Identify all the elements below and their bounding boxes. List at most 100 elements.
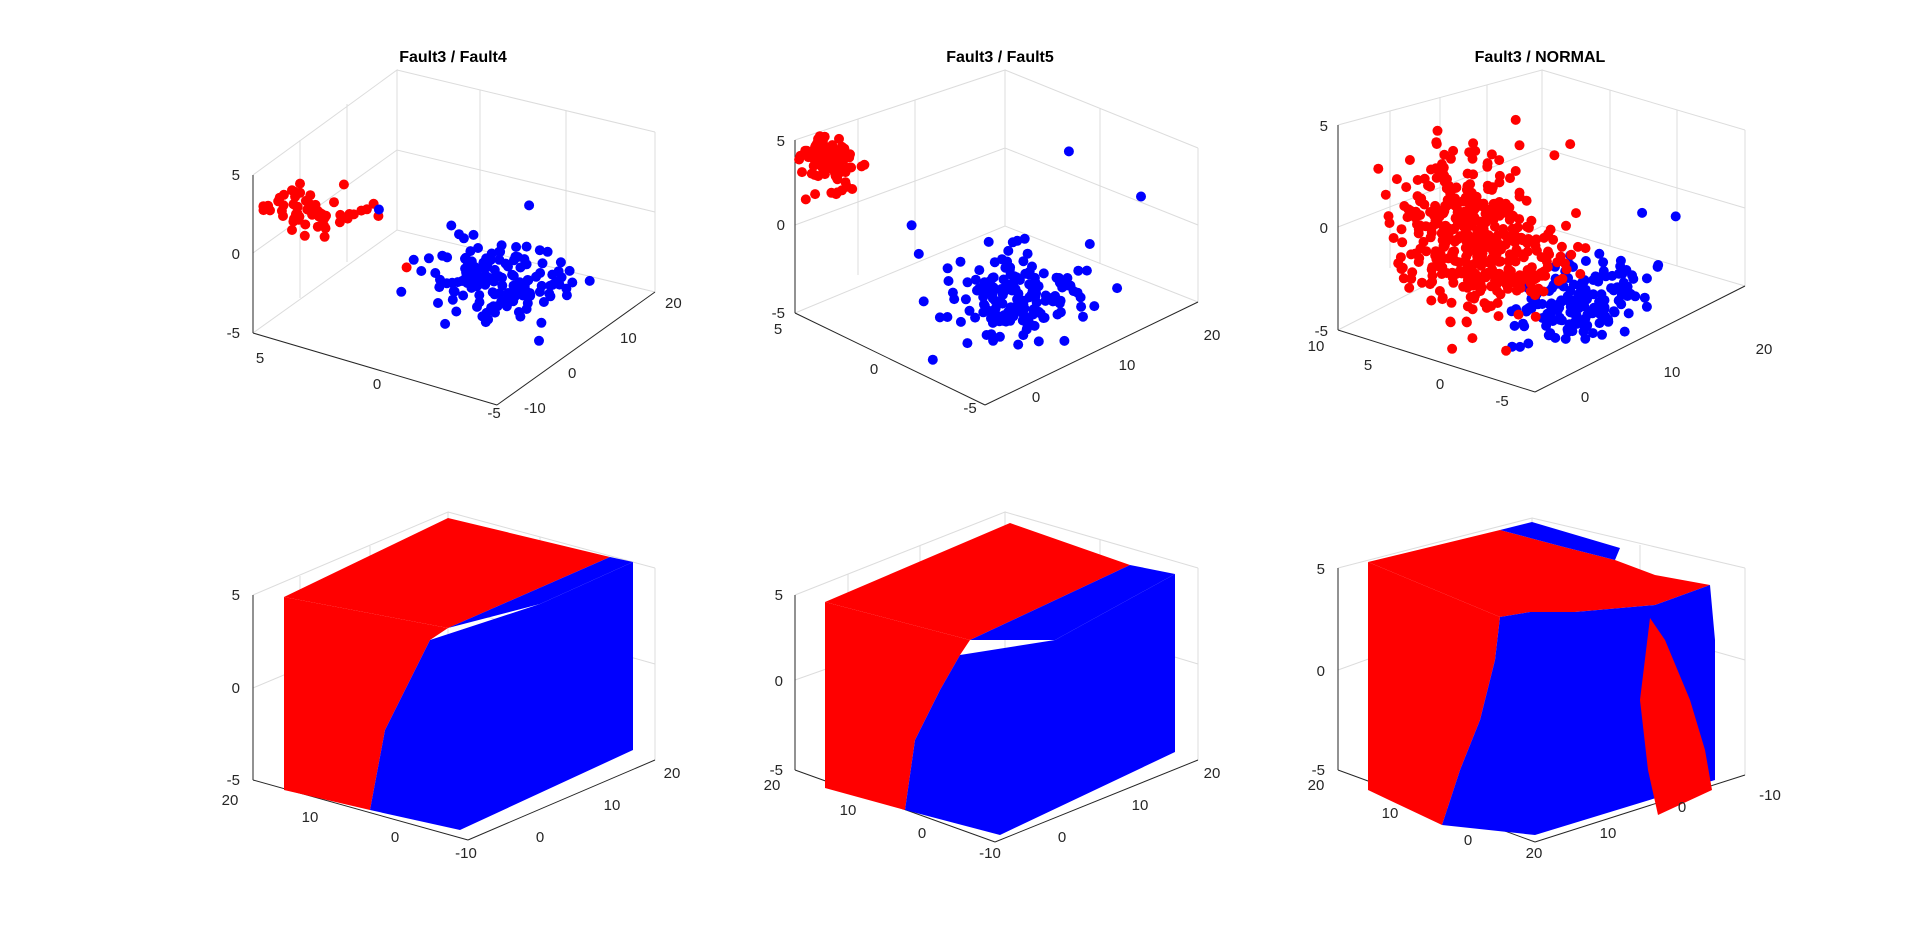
- red-data-point: [1462, 282, 1473, 293]
- blue-data-point: [955, 256, 966, 267]
- region-blue-top: [448, 557, 633, 628]
- blue-data-point: [1009, 284, 1020, 295]
- blue-data-point: [1078, 311, 1088, 322]
- red-data-point: [1530, 290, 1540, 301]
- blue-data-point: [472, 301, 482, 312]
- blue-data-point: [1052, 309, 1063, 320]
- red-data-point: [1530, 270, 1540, 281]
- blue-data-point: [457, 276, 468, 286]
- red-data-point: [1513, 309, 1524, 320]
- blue-data-point: [955, 316, 966, 327]
- red-data-point: [1445, 153, 1456, 164]
- region-red-front-right: [1640, 618, 1712, 815]
- blue-data-point: [1603, 314, 1614, 325]
- red-data-point: [1452, 199, 1462, 210]
- red-data-point: [319, 231, 330, 242]
- blue-data-point: [1051, 272, 1062, 283]
- red-data-point: [1373, 163, 1384, 174]
- blue-data-point: [993, 297, 1004, 308]
- blue-data-point: [1571, 318, 1582, 329]
- blue-data-point: [979, 299, 989, 310]
- red-data-point: [1514, 140, 1525, 151]
- red-data-point: [319, 213, 330, 224]
- x-tick-label: 20: [1204, 765, 1221, 782]
- y-tick-label: 5: [774, 321, 782, 338]
- red-data-point: [1460, 225, 1471, 236]
- blue-data-point: [927, 354, 938, 365]
- blue-data-point: [440, 318, 451, 329]
- red-data-point: [1575, 269, 1586, 279]
- blue-data-point: [497, 280, 508, 291]
- red-data-point: [809, 148, 820, 159]
- blue-data-point: [1089, 301, 1100, 312]
- blue-data-point: [433, 298, 443, 308]
- region-blue-top: [970, 565, 1175, 640]
- red-data-point: [1426, 164, 1436, 175]
- red-data-point: [1447, 343, 1458, 354]
- blue-data-point: [934, 312, 945, 323]
- blue-data-point: [435, 274, 445, 285]
- blue-data-point: [474, 290, 485, 301]
- blue-data-point: [555, 257, 566, 268]
- blue-data-point: [960, 294, 971, 305]
- red-data-point: [1462, 181, 1473, 192]
- red-data-point: [1486, 281, 1497, 292]
- blue-data-point: [1580, 256, 1591, 266]
- red-data-point: [1426, 264, 1437, 275]
- blue-data-point: [1597, 329, 1607, 340]
- blue-data-point: [466, 280, 477, 290]
- blue-data-point: [553, 266, 564, 277]
- z-tick-label: 5: [775, 587, 783, 604]
- axes-lines: [252, 175, 656, 406]
- blue-data-point: [550, 276, 561, 287]
- subplot-title: Fault3 / NORMAL: [1475, 49, 1606, 66]
- blue-data-point: [1589, 302, 1599, 313]
- blue-data-point: [1018, 256, 1029, 267]
- blue-data-point: [484, 255, 495, 266]
- red-data-point: [1501, 345, 1512, 356]
- red-data-point: [845, 149, 855, 160]
- red-data-point: [401, 262, 412, 273]
- blue-data-point: [1027, 309, 1038, 320]
- blue-data-point: [1136, 191, 1146, 202]
- red-data-point: [1486, 149, 1497, 160]
- blue-data-point: [521, 241, 532, 252]
- red-data-point: [1427, 276, 1438, 287]
- red-data-point: [1397, 237, 1408, 248]
- red-data-point: [305, 190, 316, 201]
- x-tick-label: -10: [1759, 787, 1781, 804]
- y-tick-label: 0: [373, 376, 381, 393]
- x-tick-label: 20: [1204, 327, 1221, 344]
- blue-data-point: [511, 242, 522, 252]
- y-tick-label: -5: [487, 405, 500, 422]
- blue-data-point: [446, 220, 457, 231]
- red-data-point: [800, 194, 811, 205]
- x-tick-label: 20: [1756, 341, 1773, 358]
- x-tick-label: 10: [1600, 825, 1617, 842]
- red-data-point: [811, 140, 821, 151]
- z-tick-label: -5: [1315, 323, 1328, 340]
- red-data-point: [1495, 289, 1506, 300]
- blue-data-point: [1059, 335, 1070, 346]
- red-data-point: [1509, 229, 1520, 240]
- blue-data-point: [373, 204, 384, 215]
- blue-data-point: [1038, 313, 1049, 323]
- red-data-point: [1549, 150, 1560, 161]
- blue-data-point: [447, 294, 458, 305]
- red-data-point: [1388, 233, 1399, 243]
- z-tick-label: -5: [770, 762, 783, 779]
- blue-data-point: [989, 257, 1000, 268]
- red-data-point: [1514, 270, 1525, 281]
- red-data-point: [1430, 250, 1441, 261]
- blue-data-point: [1615, 261, 1626, 272]
- red-data-point: [1561, 220, 1571, 231]
- x-tick-label: -10: [979, 845, 1001, 862]
- red-data-point: [1474, 236, 1485, 247]
- red-data-point: [1544, 249, 1555, 260]
- blue-data-point: [1612, 282, 1623, 293]
- blue-data-point: [962, 277, 973, 288]
- red-data-point: [1437, 292, 1448, 303]
- red-data-point: [1448, 224, 1459, 235]
- region-red-front-left: [1368, 562, 1500, 825]
- red-data-point: [1434, 168, 1445, 179]
